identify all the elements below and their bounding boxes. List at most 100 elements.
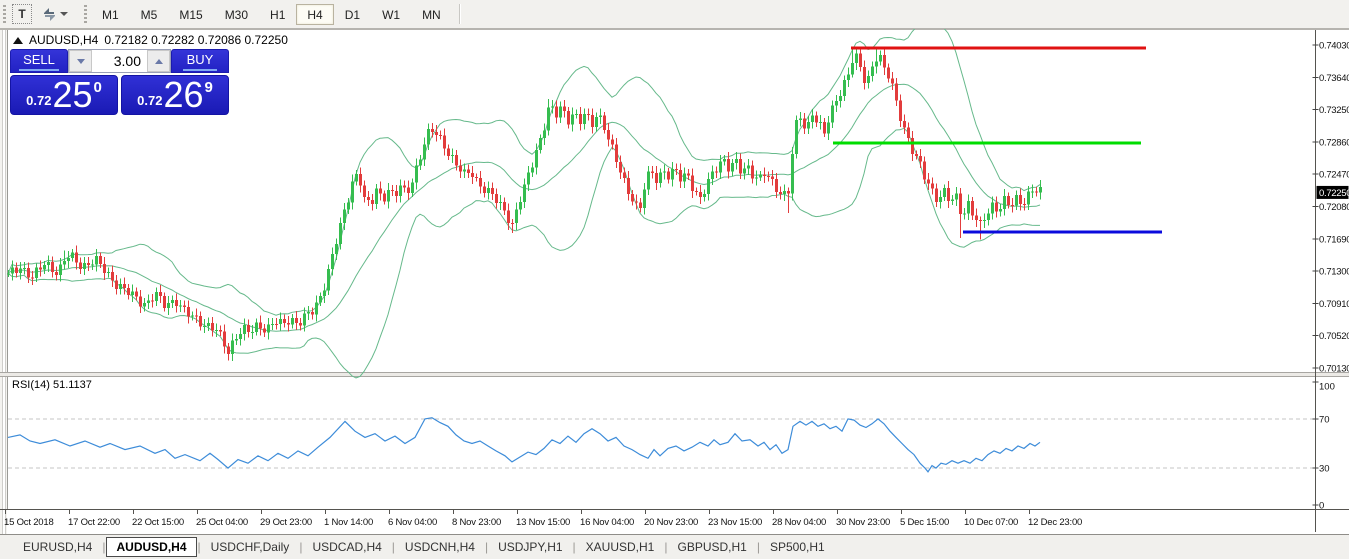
chart-tab-audusd-h4[interactable]: AUDUSD,H4 xyxy=(106,537,197,557)
candle-body xyxy=(415,165,418,183)
candle-body xyxy=(891,78,894,84)
candle-body xyxy=(803,118,806,129)
timeframe-m1-button[interactable]: M1 xyxy=(91,4,130,25)
timeframe-d1-button[interactable]: D1 xyxy=(334,4,371,25)
timeframe-m5-button[interactable]: M5 xyxy=(130,4,169,25)
volume-input[interactable] xyxy=(92,50,147,72)
candle-body xyxy=(627,177,630,194)
candle-body xyxy=(1003,195,1006,209)
candle-body xyxy=(495,194,498,204)
chart-tab-usdcnh-h4[interactable]: USDCNH,H4 xyxy=(404,540,475,554)
rsi-scale-label: 0 xyxy=(1319,501,1324,512)
timeframe-mn-button[interactable]: MN xyxy=(411,4,452,25)
candle-body xyxy=(631,193,634,202)
candle-body xyxy=(591,114,594,127)
candle-body xyxy=(543,130,546,138)
chart-tab-gbpusd-h1[interactable]: GBPUSD,H1 xyxy=(677,540,747,554)
timeframe-m15-button[interactable]: M15 xyxy=(168,4,213,25)
candle-body xyxy=(779,191,782,195)
toolbar-grip-handle[interactable] xyxy=(3,5,6,23)
time-axis-label: 10 Dec 07:00 xyxy=(964,517,1018,528)
chart-tab-xauusd-h1[interactable]: XAUUSD,H1 xyxy=(585,540,655,554)
candle-body xyxy=(719,161,722,173)
candle-body xyxy=(23,267,26,269)
timeframe-h1-button[interactable]: H1 xyxy=(259,4,296,25)
volume-increase-button[interactable] xyxy=(147,50,170,72)
candle-body xyxy=(55,272,58,275)
candle-body xyxy=(207,323,210,326)
chart-tab-usdjpy-h1[interactable]: USDJPY,H1 xyxy=(498,540,563,554)
price-axis[interactable]: 0.74030 0.73640 0.73250 0.72860 0.72470 0.720… xyxy=(1312,40,1349,375)
chart-tab-sp500-h1[interactable]: SP500,H1 xyxy=(769,540,825,554)
candle-body xyxy=(279,318,282,324)
candle-body xyxy=(1007,195,1010,205)
candle-body xyxy=(199,315,202,327)
sell-button[interactable]: SELL xyxy=(10,49,68,73)
price-axis-label: 0.70520 xyxy=(1319,331,1349,342)
candle-body xyxy=(655,172,658,184)
candle-body xyxy=(359,174,362,186)
candle-body xyxy=(59,264,62,275)
timeframe-m30-button[interactable]: M30 xyxy=(214,4,259,25)
candle-body xyxy=(951,199,954,201)
candle-body xyxy=(791,153,794,194)
bid-price-button[interactable]: 0.72 25 0 xyxy=(10,75,118,115)
candle-body xyxy=(155,292,158,302)
candle-body xyxy=(439,135,442,137)
candle-body xyxy=(615,144,618,162)
bid-price-small: 0.72 xyxy=(26,92,52,108)
time-axis[interactable]: 15 Oct 2018 17 Oct 22:00 22 Oct 15:00 25 Oc… xyxy=(4,509,1082,529)
candle-body xyxy=(999,208,1002,212)
candle-body xyxy=(699,192,702,197)
candle-body xyxy=(643,189,646,209)
chart-tab-eurusd-h4[interactable]: EURUSD,H4 xyxy=(23,540,93,554)
chart-tab-usdchf-daily[interactable]: USDCHF,Daily xyxy=(210,540,290,554)
bid-price-big: 25 xyxy=(52,74,93,115)
candle-body xyxy=(879,54,882,62)
arrows-tool-button[interactable] xyxy=(36,4,74,24)
ask-price-sup: 9 xyxy=(204,78,213,96)
candle-body xyxy=(587,114,590,116)
timeframe-w1-button[interactable]: W1 xyxy=(371,4,411,25)
candle-body xyxy=(215,330,218,332)
candle-body xyxy=(715,171,718,173)
chart-frame xyxy=(0,29,1349,532)
candle-body xyxy=(275,323,278,325)
text-tool-button[interactable]: T xyxy=(12,4,32,24)
volume-decrease-button[interactable] xyxy=(69,50,92,72)
candle-body xyxy=(107,271,110,273)
bid-price-sup: 0 xyxy=(93,78,102,96)
candle-body xyxy=(807,121,810,129)
price-axis-label: 0.72860 xyxy=(1319,137,1349,148)
rsi-scale-label: 70 xyxy=(1319,414,1330,425)
candle-body xyxy=(147,300,150,304)
candle-body xyxy=(183,305,186,308)
candle-body xyxy=(1015,194,1018,206)
candle-body xyxy=(971,201,974,216)
candle-body xyxy=(695,190,698,193)
candle-body xyxy=(679,169,682,182)
top-toolbar: T M1 M5 M15 M30 H1 H4 D1 W1 MN xyxy=(0,0,1349,29)
candle-body xyxy=(903,121,906,128)
candle-body xyxy=(787,191,790,194)
candle-body xyxy=(831,105,834,123)
timeframe-h4-button[interactable]: H4 xyxy=(296,3,334,25)
candle-body xyxy=(179,305,182,307)
candle-body xyxy=(51,261,54,273)
candle-body xyxy=(255,322,258,332)
buy-button[interactable]: BUY xyxy=(171,49,229,73)
candle-body xyxy=(395,191,398,197)
candle-body xyxy=(159,292,162,296)
ask-price-button[interactable]: 0.72 26 9 xyxy=(121,75,229,115)
candle-body xyxy=(235,338,238,341)
candles-series xyxy=(7,46,1042,362)
tab-separator: | xyxy=(102,540,106,554)
chart-tab-usdcad-h4[interactable]: USDCAD,H4 xyxy=(312,540,382,554)
toolbar-grip-handle[interactable] xyxy=(84,5,87,23)
candle-body xyxy=(619,161,622,173)
candle-body xyxy=(907,127,910,139)
candle-body xyxy=(703,194,706,197)
candle-body xyxy=(111,271,114,281)
candle-body xyxy=(163,295,166,308)
tab-separator: | xyxy=(197,540,201,554)
